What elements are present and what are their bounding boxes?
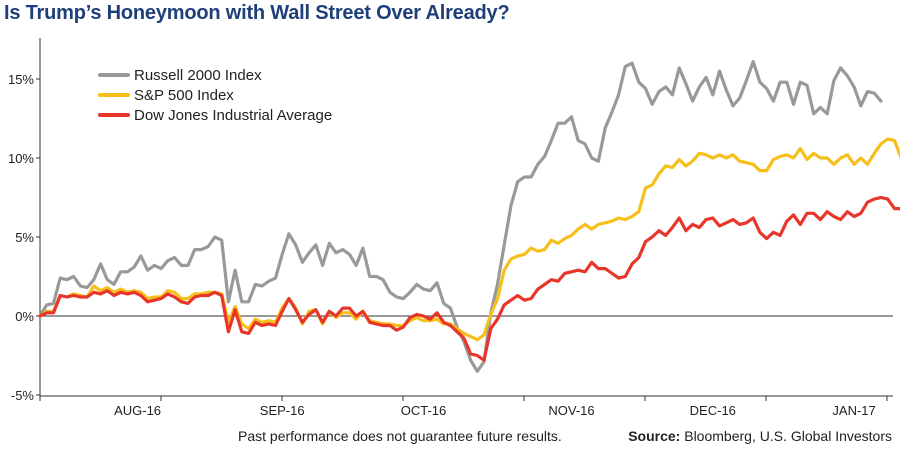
x-tick-label: DEC-16	[690, 403, 736, 418]
chart-series	[38, 60, 900, 373]
x-tick-label: JAN-17	[832, 403, 875, 418]
y-tick-label: 0%	[15, 309, 34, 324]
x-tick-label: AUG-16	[114, 403, 161, 418]
y-tick-label: -5%	[11, 388, 35, 403]
x-tick-label: OCT-16	[401, 403, 447, 418]
series-line-dow-jones	[38, 195, 900, 362]
source-text: Bloomberg, U.S. Global Investors	[684, 428, 892, 444]
chart-title: Is Trump’s Honeymoon with Wall Street Ov…	[4, 2, 510, 24]
source-credit: Source: Bloomberg, U.S. Global Investors	[628, 428, 892, 444]
x-tick-label: SEP-16	[260, 403, 305, 418]
series-line-sp-500	[38, 137, 900, 342]
y-tick-label: 10%	[8, 151, 34, 166]
chart-legend: Russell 2000 Index S&P 500 Index Dow Jones…	[98, 67, 332, 124]
chart-axes: 15% 10% 5% 0% -5% AUG-16 SEP-16 OCT-16 NOV-16 DEC…	[8, 38, 893, 418]
legend-label: Russell 2000 Index	[134, 67, 262, 84]
legend-label: Dow Jones Industrial Average	[134, 107, 332, 124]
source-label: Source:	[628, 428, 681, 444]
x-tick-label: NOV-16	[548, 403, 594, 418]
y-tick-label: 15%	[8, 72, 34, 87]
y-tick-label: 5%	[15, 230, 34, 245]
legend-label: S&P 500 Index	[134, 87, 234, 104]
disclaimer-note: Past performance does not guarantee futu…	[238, 428, 562, 444]
